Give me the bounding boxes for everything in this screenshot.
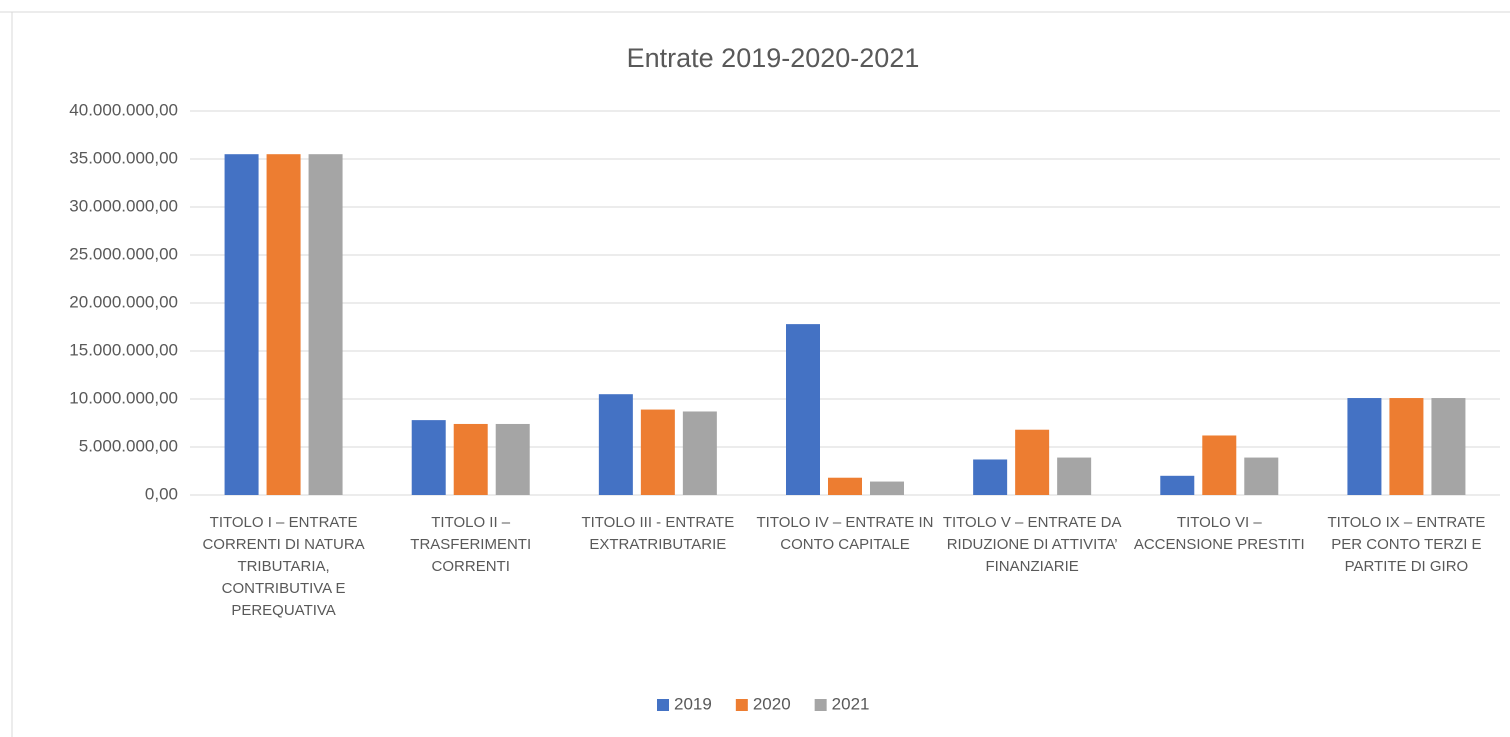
y-tick-label: 15.000.000,00 — [69, 340, 178, 359]
y-tick-label: 10.000.000,00 — [69, 388, 178, 407]
bar — [1202, 435, 1237, 495]
bar — [266, 154, 301, 495]
x-tick-label: TITOLO IV – ENTRATE IN CONTO CAPITALE — [756, 514, 934, 553]
y-tick-label: 35.000.000,00 — [69, 148, 178, 167]
bar — [453, 423, 488, 495]
legend-swatch — [814, 699, 827, 711]
bar — [870, 481, 904, 495]
y-tick-label: 20.000.000,00 — [69, 292, 178, 311]
bar — [1160, 475, 1195, 495]
bar — [1431, 398, 1466, 495]
bar — [640, 409, 675, 495]
bar — [411, 420, 446, 495]
y-tick-label: 25.000.000,00 — [69, 244, 178, 263]
y-tick-label: 40.000.000,00 — [69, 100, 178, 119]
y-tick-label: 0,00 — [145, 484, 178, 503]
chart-title: Entrate 2019-2020-2021 — [627, 43, 920, 73]
x-tick-label: TITOLO VI – ACCENSIONE PRESTITI — [1133, 514, 1305, 553]
y-tick-label: 30.000.000,00 — [69, 196, 178, 215]
bar — [973, 459, 1008, 495]
legend-swatch — [657, 699, 669, 711]
x-tick-label: TITOLO II – TRASFERIMENTI CORRENTI — [410, 514, 532, 575]
x-tick-label: TITOLO IX – ENTRATE PER CONTO TERZI E PA… — [1327, 514, 1486, 575]
x-tick-label: TITOLO V – ENTRATE DA RIDUZIONE DI ATTIV… — [942, 514, 1122, 575]
legend-label: 2020 — [753, 694, 791, 713]
bar — [598, 394, 633, 495]
bar — [308, 154, 343, 495]
legend-label: 2021 — [832, 694, 870, 713]
legend-label: 2019 — [674, 694, 712, 713]
bar — [224, 154, 259, 495]
bar — [1057, 457, 1092, 495]
legend-swatch — [735, 699, 748, 711]
bar — [1389, 398, 1424, 495]
bar — [495, 423, 530, 495]
bar — [682, 411, 717, 495]
bar — [1347, 398, 1382, 495]
bar — [1015, 429, 1050, 495]
bar — [828, 477, 862, 495]
y-tick-label: 5.000.000,00 — [79, 436, 178, 455]
x-tick-label: TITOLO III - ENTRATE EXTRATRIBUTARIE — [581, 514, 735, 553]
x-tick-label: TITOLO I – ENTRATE CORRENTI DI NATURA TR… — [202, 514, 365, 619]
bar — [786, 324, 820, 495]
bar — [1244, 457, 1279, 495]
